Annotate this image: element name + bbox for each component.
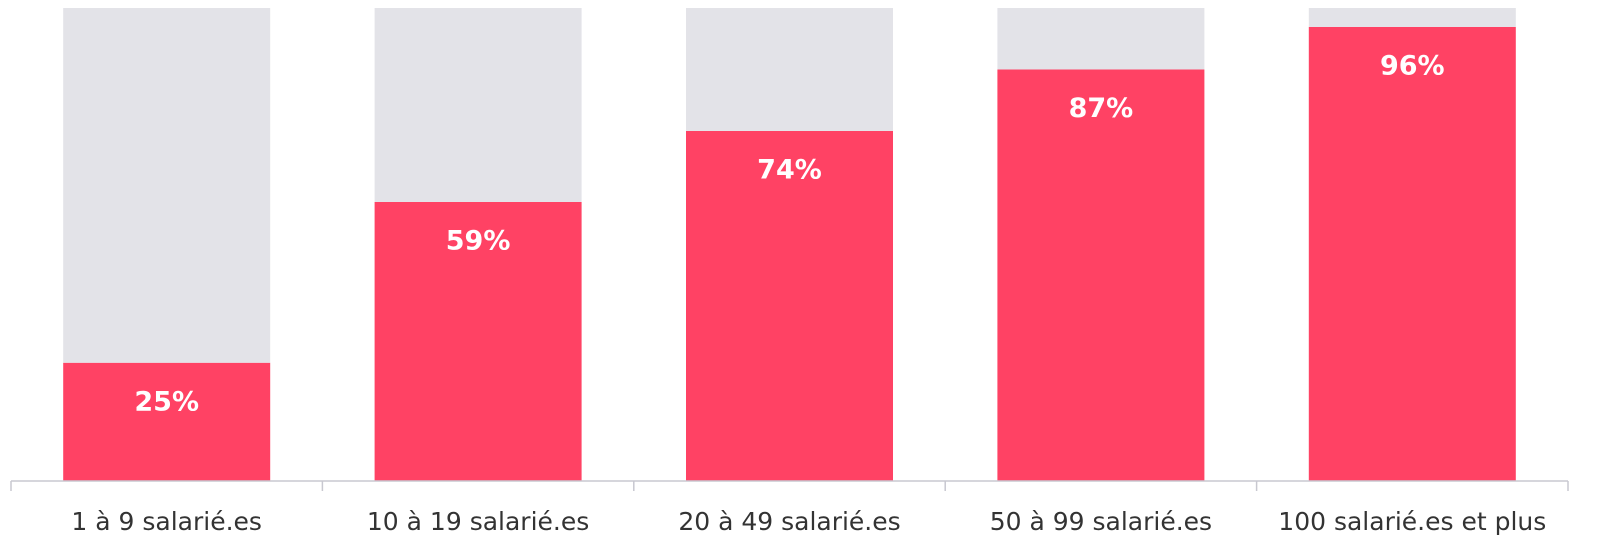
- bar-segment: [997, 69, 1205, 482]
- value-label: 87%: [1069, 93, 1134, 124]
- x-tick-label: 10 à 19 salarié.es: [367, 507, 589, 536]
- x-tick-label: 100 salarié.es et plus: [1278, 507, 1546, 536]
- bar-segment: [686, 130, 893, 482]
- bar-segment: [63, 362, 271, 481]
- x-tick-label: 50 à 99 salarié.es: [990, 507, 1212, 536]
- x-tick-label: 1 à 9 salarié.es: [71, 507, 262, 536]
- value-label: 74%: [757, 154, 822, 185]
- bar-segment: [997, 8, 1205, 70]
- bar-segment: [63, 8, 271, 363]
- value-label: 25%: [134, 386, 199, 417]
- bar-segment: [374, 201, 582, 481]
- bar-segment: [1308, 8, 1516, 27]
- x-tick-label: 20 à 49 salarié.es: [678, 507, 900, 536]
- value-label: 96%: [1380, 50, 1445, 81]
- bar-segment: [1308, 26, 1516, 481]
- bar-segment: [374, 8, 582, 202]
- bar-segment: [686, 8, 893, 131]
- value-label: 59%: [446, 225, 511, 256]
